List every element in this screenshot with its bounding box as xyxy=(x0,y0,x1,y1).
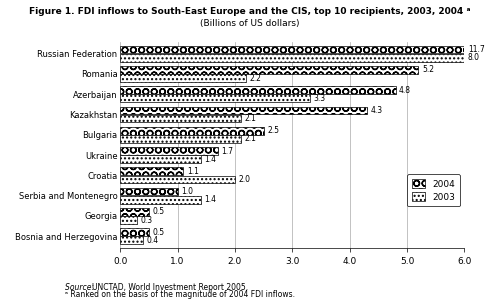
Text: 2.1: 2.1 xyxy=(244,114,256,123)
Bar xyxy=(120,228,149,236)
Text: 2.1: 2.1 xyxy=(244,134,256,144)
Text: 3.3: 3.3 xyxy=(313,94,325,103)
Text: 1.4: 1.4 xyxy=(204,155,216,164)
Text: 4.3: 4.3 xyxy=(370,106,382,115)
Text: 2.0: 2.0 xyxy=(238,175,250,184)
Text: 8.0: 8.0 xyxy=(468,53,480,62)
Text: 1.0: 1.0 xyxy=(181,187,193,196)
Bar xyxy=(120,74,246,82)
Text: 1.1: 1.1 xyxy=(187,167,198,176)
Bar xyxy=(120,66,418,74)
Bar xyxy=(120,115,240,123)
Text: Figure 1. FDI inflows to South-East Europe and the CIS, top 10 recipients, 2003,: Figure 1. FDI inflows to South-East Euro… xyxy=(29,7,471,16)
Text: 0.5: 0.5 xyxy=(152,208,164,216)
Bar xyxy=(120,147,218,155)
Text: UNCTAD, World Investment Report 2005.: UNCTAD, World Investment Report 2005. xyxy=(92,283,248,292)
Bar xyxy=(120,107,367,114)
Bar xyxy=(120,46,500,54)
Bar xyxy=(120,196,200,204)
Bar xyxy=(120,167,184,175)
Bar xyxy=(120,86,396,94)
Text: 0.4: 0.4 xyxy=(146,236,159,245)
Text: Source:: Source: xyxy=(65,283,96,292)
Text: 4.8: 4.8 xyxy=(399,86,411,95)
Text: 0.3: 0.3 xyxy=(141,216,153,225)
Text: 0.5: 0.5 xyxy=(152,228,164,237)
Bar xyxy=(120,176,235,183)
Bar xyxy=(120,188,178,196)
Bar xyxy=(120,216,138,224)
Bar xyxy=(120,237,143,244)
Text: 1.4: 1.4 xyxy=(204,195,216,204)
Text: 2.5: 2.5 xyxy=(267,126,279,135)
Text: 11.7: 11.7 xyxy=(468,45,484,54)
Legend: 2004, 2003: 2004, 2003 xyxy=(407,174,460,206)
Bar xyxy=(120,155,200,163)
Text: 1.7: 1.7 xyxy=(221,147,233,155)
Text: 5.2: 5.2 xyxy=(422,65,434,74)
Bar xyxy=(120,208,149,216)
Bar xyxy=(120,127,264,135)
Bar xyxy=(120,135,240,143)
Text: 2.2: 2.2 xyxy=(250,74,262,83)
Bar xyxy=(120,54,500,62)
Text: ᵃ Ranked on the basis of the magnitude of 2004 FDI inflows.: ᵃ Ranked on the basis of the magnitude o… xyxy=(65,290,295,299)
Bar xyxy=(120,94,310,102)
Text: (Billions of US dollars): (Billions of US dollars) xyxy=(200,19,300,28)
